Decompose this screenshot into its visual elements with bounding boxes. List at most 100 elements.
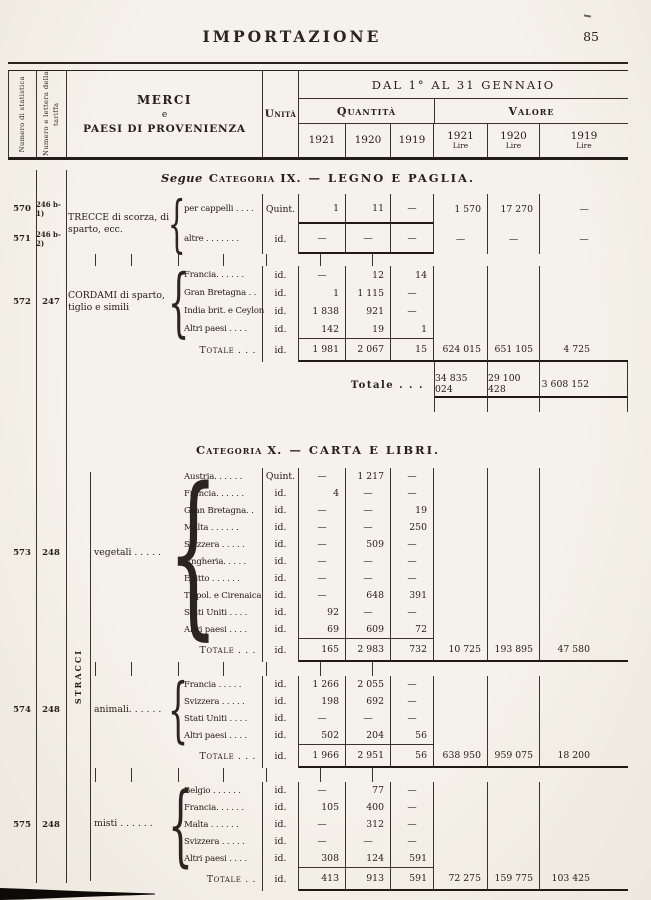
qty-cell bbox=[132, 254, 179, 266]
value-cell bbox=[434, 710, 488, 727]
qty-cell: 198 bbox=[299, 693, 346, 710]
vertical-rule bbox=[540, 398, 628, 412]
tariff-cell: 248 bbox=[42, 819, 60, 830]
valore-header: Valore bbox=[508, 104, 555, 118]
section-title-rest: — LEGNO E PAGLIA. bbox=[308, 171, 475, 185]
table-block: TRECCE di scorza, di sparto, ecc.{570 246… bbox=[8, 193, 628, 255]
qty-cell: 2 055 bbox=[346, 676, 391, 693]
value-cell bbox=[488, 621, 540, 638]
qty-cell bbox=[224, 662, 267, 676]
table-row: Svizzera . . . . . id. 198 692— bbox=[175, 693, 628, 710]
qty-cell: — bbox=[299, 816, 346, 833]
unit-cell: Quint. bbox=[263, 194, 299, 224]
page-title: IMPORTAZIONE bbox=[202, 27, 382, 46]
qty-cell: 2 951 bbox=[346, 744, 391, 768]
country-cell: Austria. . . . . . bbox=[175, 468, 263, 485]
merci-line2: e bbox=[161, 110, 168, 120]
value-cell bbox=[373, 768, 461, 782]
value-cell bbox=[488, 553, 540, 570]
unit-cell: id. bbox=[263, 284, 299, 302]
table-row: India brit. e Ceylon id. 1 838 921— bbox=[175, 302, 628, 320]
value-cell bbox=[434, 693, 488, 710]
qty-cell: — bbox=[391, 553, 434, 570]
unit-cell: id. bbox=[263, 485, 299, 502]
qty-cell: 732 bbox=[391, 638, 434, 662]
qty-cell: — bbox=[346, 485, 391, 502]
table-block: 574 248 animali. . . . . . {Francia . . . .… bbox=[8, 674, 628, 768]
qty-cell: 1 981 bbox=[299, 338, 346, 362]
value-cell bbox=[540, 833, 628, 850]
value-cell bbox=[540, 320, 628, 338]
qty-cell: — bbox=[299, 833, 346, 850]
qty-cell: 312 bbox=[346, 816, 391, 833]
table-row: Altri paesi . . . . id. 502 204 56 bbox=[175, 727, 628, 744]
col-statistica-header: Numero di statistica bbox=[9, 71, 37, 157]
value-cell bbox=[540, 621, 628, 638]
qty-cell: — bbox=[299, 468, 346, 485]
qty-cell: — bbox=[346, 833, 391, 850]
total-row: Totale . . . id. 1 966 2 951 56 638 950 959 07… bbox=[175, 744, 628, 768]
value-cell: 959 075 bbox=[488, 744, 540, 768]
qty-cell: 4 bbox=[299, 485, 346, 502]
value-cell bbox=[434, 604, 488, 621]
qty-cell: — bbox=[391, 224, 434, 254]
country-cell bbox=[8, 254, 96, 266]
qty-cell: 2 067 bbox=[346, 338, 391, 362]
value-cell bbox=[434, 468, 488, 485]
value-cell bbox=[434, 727, 488, 744]
brace-glyph: { bbox=[167, 450, 219, 656]
qty-cell: — bbox=[299, 519, 346, 536]
qty-cell bbox=[179, 254, 224, 266]
qty-cell: — bbox=[391, 485, 434, 502]
year-header: 1921 Lire bbox=[434, 124, 488, 157]
value-cell bbox=[267, 662, 321, 676]
stat-cell: 575 bbox=[13, 819, 31, 830]
value-cell bbox=[267, 768, 321, 782]
unit-cell: id. bbox=[263, 621, 299, 638]
value-cell bbox=[434, 553, 488, 570]
qty-cell: 692 bbox=[346, 693, 391, 710]
table-row bbox=[8, 254, 628, 266]
unit-cell: id. bbox=[263, 553, 299, 570]
qty-cell: 921 bbox=[346, 302, 391, 320]
qty-cell bbox=[132, 662, 179, 676]
qty-cell: 1 838 bbox=[299, 302, 346, 320]
table-block: 575 248 misti . . . . . . {Belgio . . . . .… bbox=[8, 781, 628, 891]
qty-cell: — bbox=[391, 604, 434, 621]
value-cell bbox=[540, 850, 628, 867]
qty-cell: — bbox=[391, 468, 434, 485]
table-row: Tripol. e Cirenaica id. —648 391 bbox=[175, 587, 628, 604]
value-cell: 17 270 bbox=[488, 194, 540, 224]
value-cell bbox=[540, 284, 628, 302]
table-row: Francia. . . . . . id. —12 14 bbox=[175, 266, 628, 284]
value-cell bbox=[540, 266, 628, 284]
col-unita-header: Unità bbox=[263, 71, 299, 157]
value-cell bbox=[540, 485, 628, 502]
qty-cell: — bbox=[299, 502, 346, 519]
unit-cell: id. bbox=[263, 799, 299, 816]
qty-cell: — bbox=[391, 284, 434, 302]
value-cell: — bbox=[579, 203, 589, 215]
qty-cell: 648 bbox=[346, 587, 391, 604]
qty-cell: — bbox=[346, 553, 391, 570]
unit-cell: id. bbox=[263, 727, 299, 744]
value-cell bbox=[488, 302, 540, 320]
col-tariffa-header: Numero e lettera della tariffa bbox=[37, 71, 67, 157]
total-label: Totale . . . bbox=[175, 744, 263, 768]
value-cell bbox=[434, 782, 488, 799]
value-cell bbox=[488, 727, 540, 744]
country-cell bbox=[8, 662, 96, 676]
vertical-rule bbox=[66, 170, 67, 883]
qty-cell: 165 bbox=[299, 638, 346, 662]
country-cell: Svizzera . . . . . bbox=[175, 536, 263, 553]
value-cell bbox=[434, 816, 488, 833]
value-cell bbox=[488, 604, 540, 621]
table-row: Francia . . . . . id. 1 266 2 055— bbox=[175, 676, 628, 693]
page-number: 85 bbox=[583, 29, 599, 44]
unit-cell: id. bbox=[263, 850, 299, 867]
qty-cell: 1 266 bbox=[299, 676, 346, 693]
value-cell bbox=[488, 284, 540, 302]
qty-cell: 1 217 bbox=[346, 468, 391, 485]
value-cell: — bbox=[579, 233, 589, 245]
qty-cell: 1 115 bbox=[346, 284, 391, 302]
